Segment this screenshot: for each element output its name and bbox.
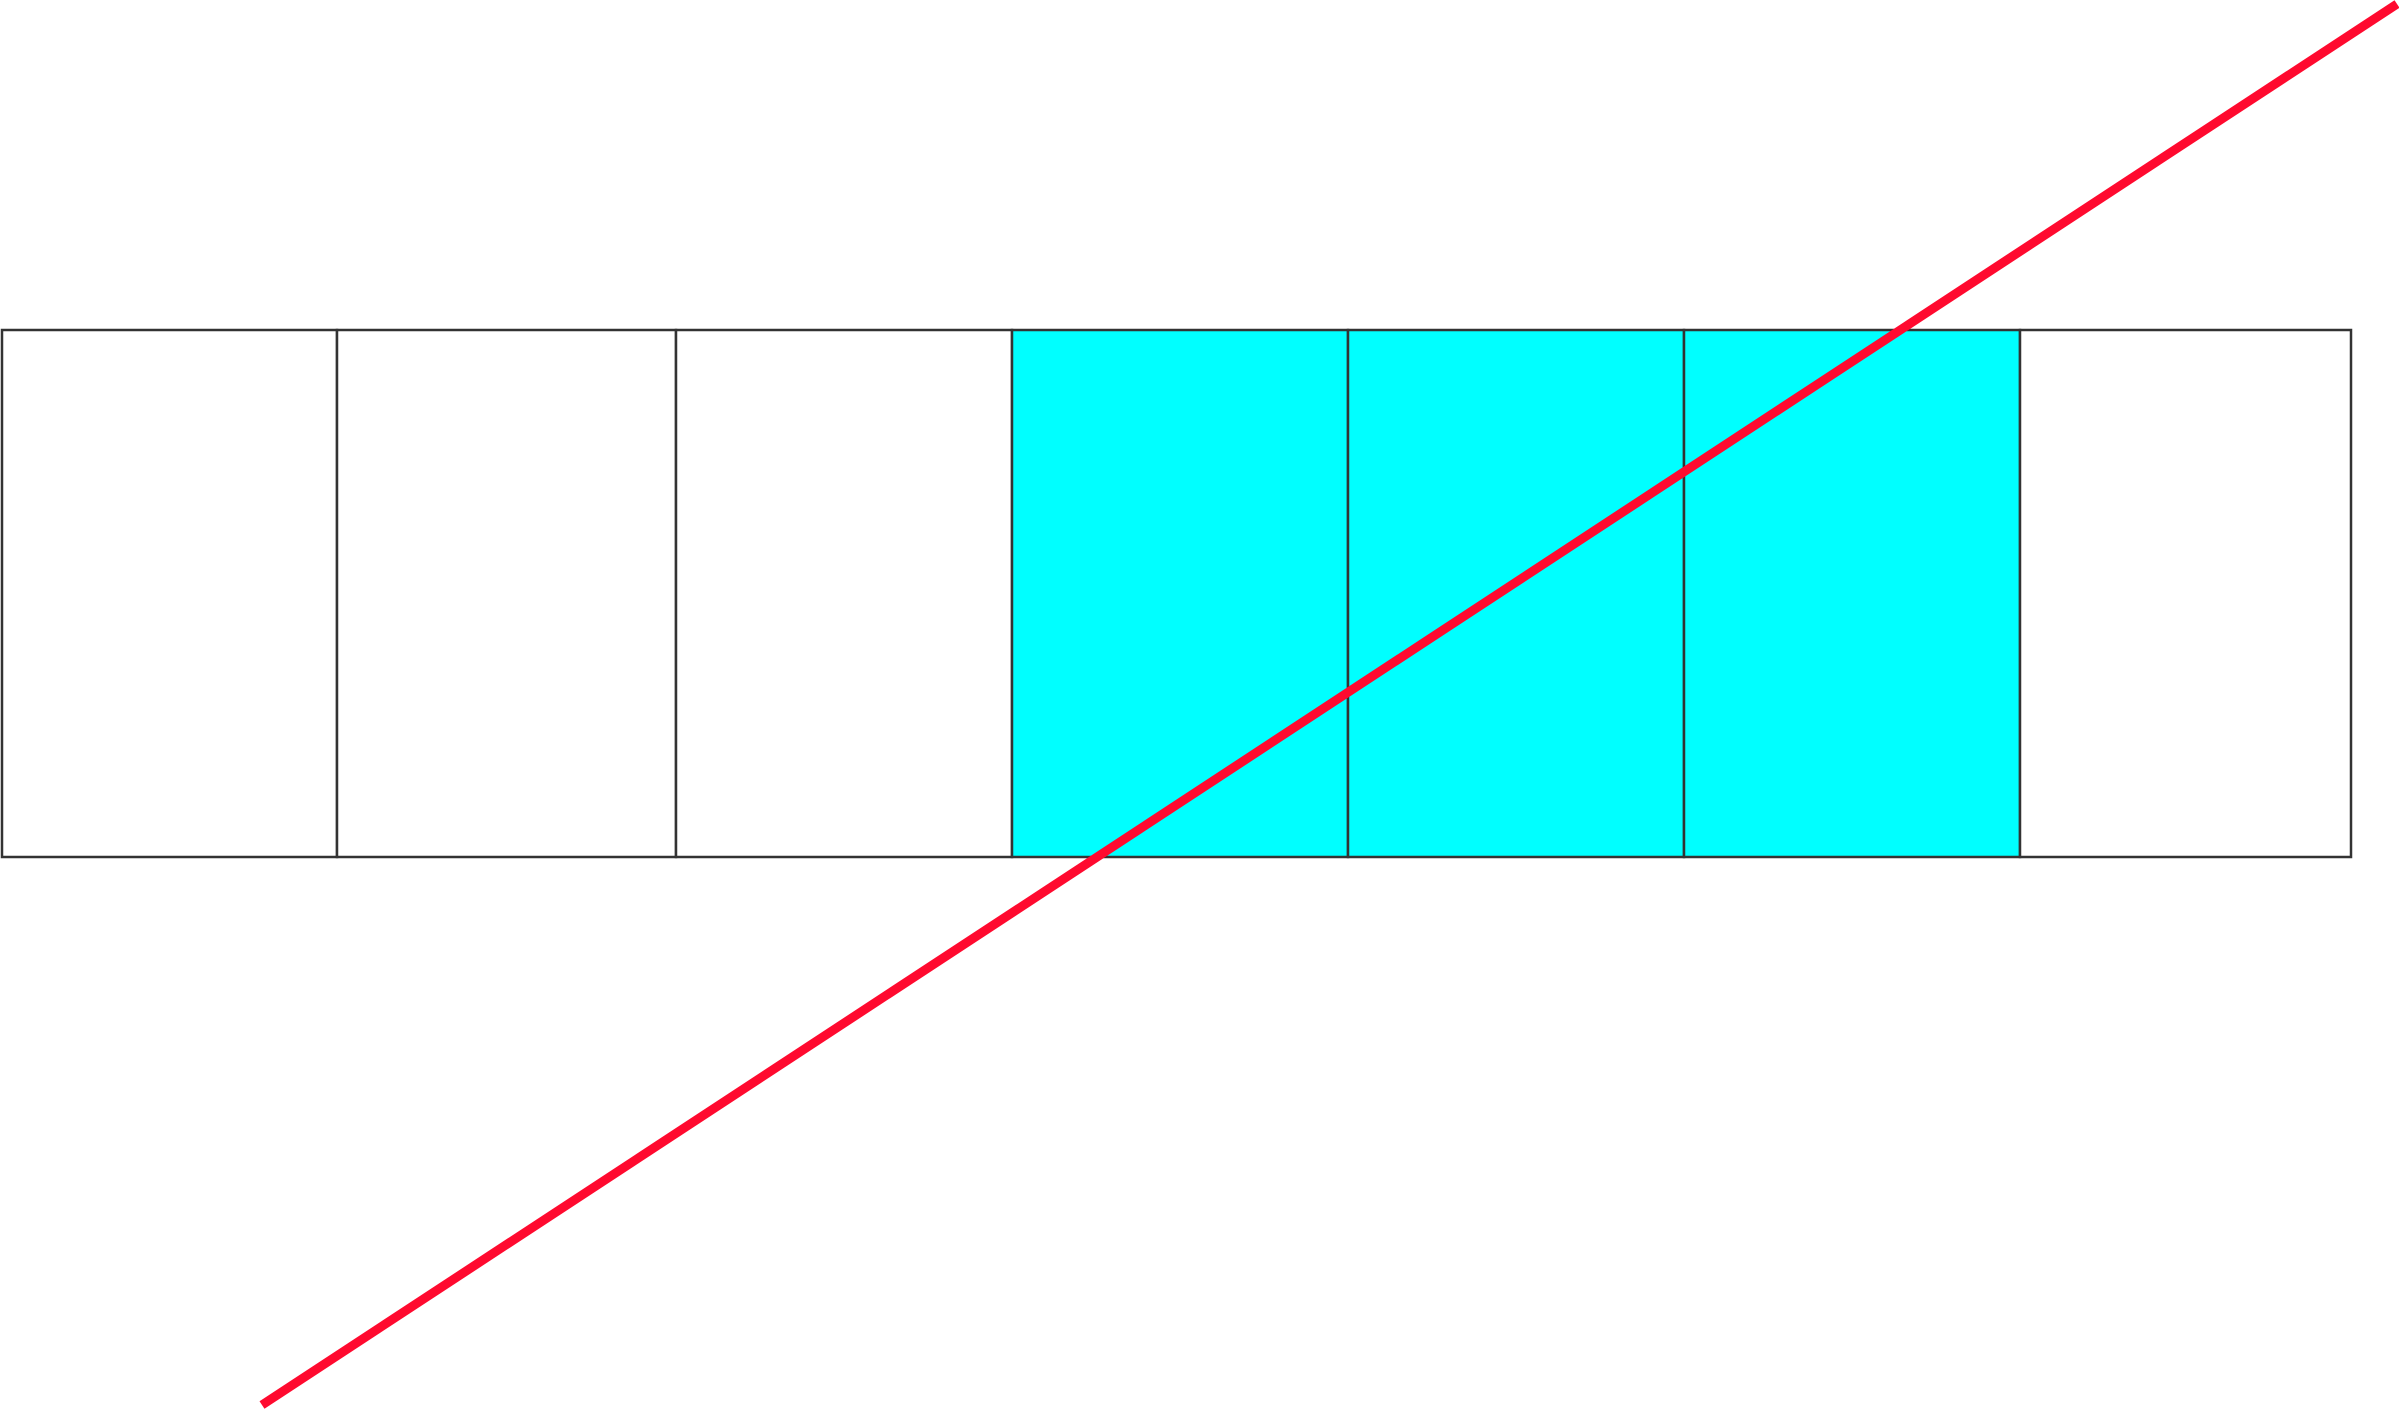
cell-3	[674, 328, 1014, 859]
highlighted-cell-5	[1346, 328, 1686, 859]
cells-row	[0, 328, 2353, 859]
cell-2	[335, 328, 678, 859]
cell-1	[0, 328, 339, 859]
highlighted-cell-6	[1682, 328, 2022, 859]
highlighted-cell-4	[1010, 328, 1350, 859]
cell-7	[2018, 328, 2353, 859]
diagonal-line	[259, 0, 2399, 1409]
